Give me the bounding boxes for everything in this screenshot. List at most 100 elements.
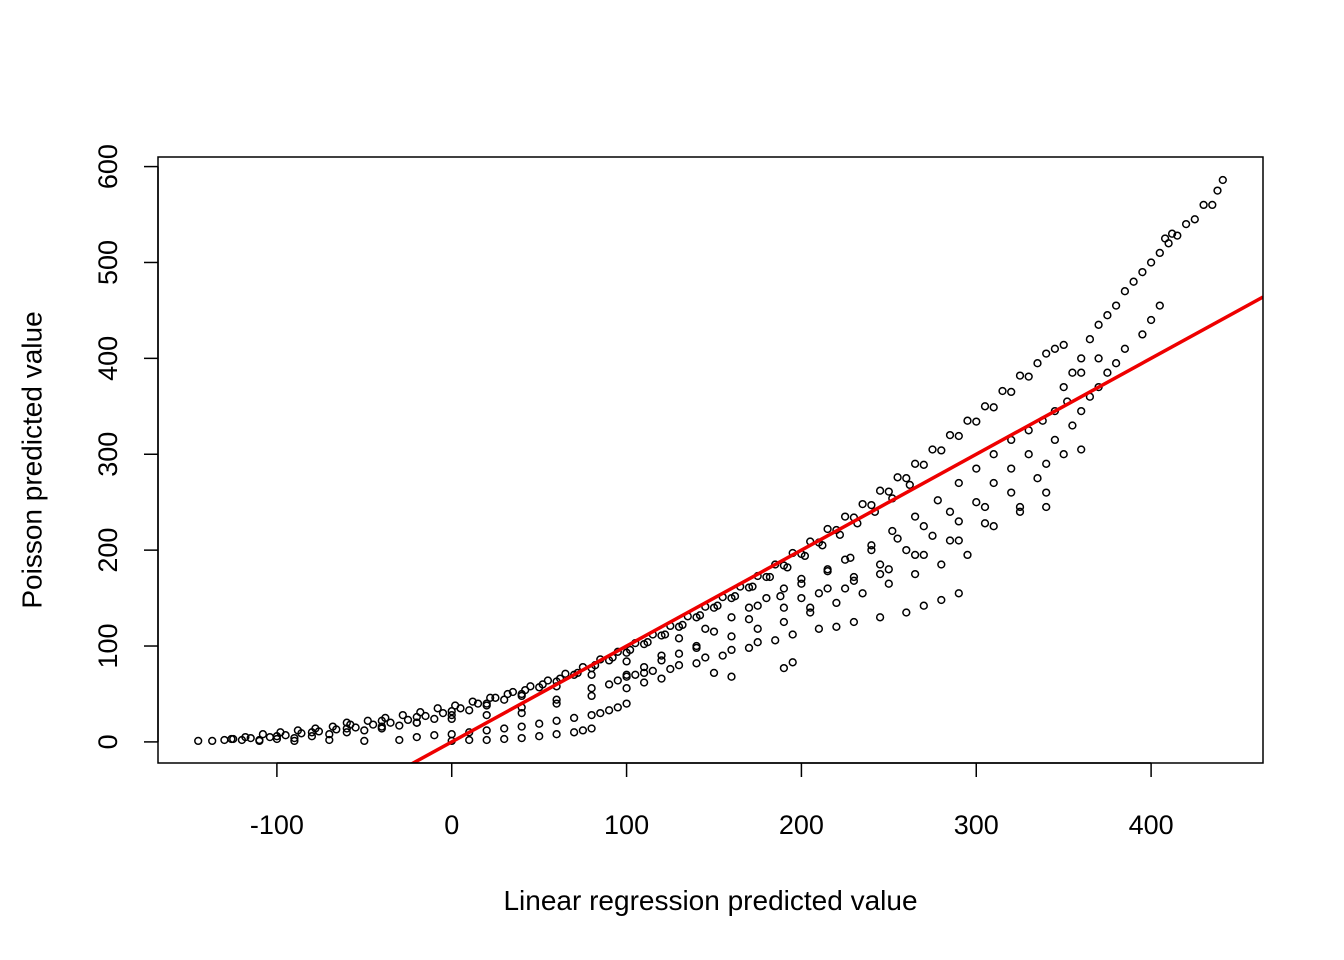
data-point [840,512,850,521]
data-point [849,576,859,585]
data-point [776,592,785,601]
data-point [220,735,229,745]
data-point [884,579,893,588]
y-axis: 0 100 200 300 400 500 600 [93,144,159,749]
data-point [604,706,614,715]
data-point [1190,215,1199,224]
data-point [1068,368,1077,377]
data-point [1199,200,1208,210]
data-point [727,672,736,681]
data-point [695,611,705,620]
data-point [783,563,792,572]
data-point [718,651,727,660]
data-point [517,708,526,718]
data-point [1094,320,1103,329]
data-point [622,684,631,693]
data-point [517,691,526,701]
data-point [797,574,806,584]
data-point [840,584,850,593]
data-point [1181,219,1191,229]
data-point [884,487,893,496]
data-point [631,670,640,679]
data-point [1050,435,1060,445]
data-point [1218,175,1227,185]
data-point [517,722,526,731]
data-point [1007,488,1016,497]
data-point [552,695,561,704]
data-point [910,459,920,468]
data-point [325,735,334,745]
data-point [800,551,810,561]
data-point [902,545,911,555]
data-point [1103,368,1112,377]
data-point [884,565,893,574]
data-point [1111,301,1121,310]
y-tick-label: 100 [93,623,123,668]
data-point [482,735,491,745]
data-point [1042,502,1051,512]
data-point [342,728,351,737]
data-point [674,661,684,670]
y-tick-label: 500 [93,240,123,285]
data-point [535,719,544,728]
data-point [806,608,815,617]
data-point [709,668,719,678]
reference-line [409,295,1263,763]
data-point [500,734,509,744]
data-point [491,693,500,702]
data-point [657,651,666,660]
data-point [954,478,963,488]
data-point [1024,450,1033,459]
data-point [526,682,535,691]
data-point [893,473,902,482]
data-point [639,662,649,672]
data-point [1138,330,1147,339]
data-point [596,708,605,718]
data-point [888,526,897,536]
data-point [1129,277,1138,286]
data-point [482,710,491,720]
data-point [765,572,775,582]
data-point [1155,301,1164,310]
data-point [500,695,509,704]
data-point [430,714,439,724]
data-point [727,632,736,641]
data-point [1208,200,1217,210]
data-point [403,715,413,725]
data-point [937,595,946,605]
data-point [293,726,303,735]
data-point [482,726,491,735]
data-point [762,572,771,582]
data-point [1173,231,1182,240]
data-point [727,613,736,622]
data-point [1050,344,1060,353]
data-point [1077,445,1086,454]
data-point [910,569,920,579]
data-point [465,735,474,745]
data-point [482,699,491,708]
data-point [919,460,928,469]
data-point [701,653,710,662]
data-point [678,620,687,630]
points-layer [194,175,1227,746]
data-point [229,734,238,744]
data-point [587,684,596,693]
data-point [622,670,631,679]
data-point [972,464,981,473]
data-point [1033,474,1042,483]
data-point [744,583,754,592]
data-point [328,722,337,731]
data-point [657,631,666,640]
data-point [1120,344,1130,353]
data-point [465,706,474,715]
data-point [508,687,518,697]
data-point [1033,359,1042,368]
data-point [849,572,859,582]
x-tick-label: 400 [1129,810,1174,840]
data-point [674,634,684,643]
data-point [1077,406,1086,416]
data-point [433,704,442,713]
x-tick-label: 300 [954,810,999,840]
data-point [255,736,264,746]
